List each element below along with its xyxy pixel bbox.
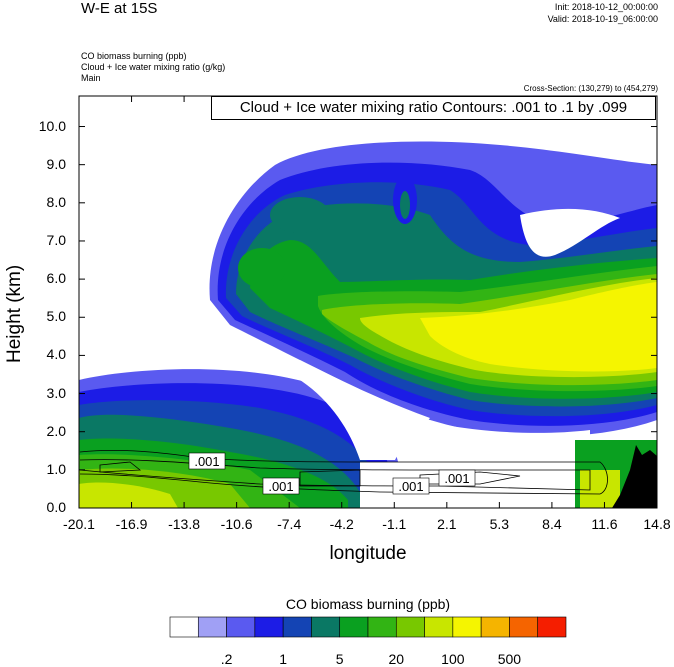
contour-label-box-4 <box>438 469 476 487</box>
gap-white-2 <box>440 424 590 470</box>
x-tick-label: 11.6 <box>591 516 618 532</box>
colorbar-title: CO biomass burning (ppb) <box>285 596 451 612</box>
colorbar-label: 500 <box>497 651 522 667</box>
blob-teal-2 <box>400 191 410 219</box>
y-tick-label: 2.0 <box>46 422 66 439</box>
x-tick-label: 5.3 <box>489 516 510 532</box>
x-tick-label: -20.1 <box>63 516 95 532</box>
colorbar-swatch <box>197 616 227 638</box>
x-tick-label: -7.4 <box>277 516 302 532</box>
y-tick-label: 10.0 <box>38 117 66 134</box>
colorbar-label: .2 <box>220 651 233 667</box>
page-title: W-E at 15S <box>81 0 158 17</box>
contour-info-box: Cloud + Ice water mixing ratio Contours:… <box>211 96 656 120</box>
colorbar-swatch <box>367 616 397 638</box>
colorbar-label: 5 <box>335 651 344 667</box>
y-tick-label: 5.0 <box>46 308 66 325</box>
contour-label-box-1 <box>188 452 226 470</box>
gap-white-1 <box>520 208 620 257</box>
colorbar-swatch <box>311 616 341 638</box>
bl-yellow-right <box>580 470 620 508</box>
blob-teal-1 <box>270 197 330 233</box>
x-tick-label: -13.8 <box>168 516 201 532</box>
cross-section-label: Cross-Section: (130,279) to (454,279) <box>523 84 658 93</box>
colorbar-swatch <box>169 616 199 638</box>
x-tick-label: -16.9 <box>115 516 148 532</box>
colorbar <box>169 616 567 638</box>
y-tick-label: 8.0 <box>46 193 66 210</box>
colorbar-swatch <box>424 616 454 638</box>
y-tick-label: 4.0 <box>46 346 66 363</box>
colorbar-swatch <box>509 616 539 638</box>
x-tick-label: -10.6 <box>220 516 253 532</box>
plot-area: .001 .001 .001 .001 <box>79 96 657 508</box>
plume-up-9 <box>420 282 657 372</box>
colorbar-swatch <box>452 616 482 638</box>
colorbar-swatch <box>339 616 369 638</box>
colorbar-label: 20 <box>388 651 405 667</box>
contour-label-3: .001 <box>398 479 423 494</box>
y-tick-label: 6.0 <box>46 270 66 287</box>
field2-label: Cloud + Ice water mixing ratio (g/kg) <box>81 62 226 72</box>
init-time: Init: 2018-10-12_00:00:00 <box>554 2 658 12</box>
colorbar-swatch <box>395 616 425 638</box>
colorbar-swatch <box>282 616 312 638</box>
x-tick-label: 8.4 <box>542 516 562 532</box>
colorbar-label: 1 <box>279 651 288 667</box>
y-tick-label: 0.0 <box>46 499 66 515</box>
field1-label: CO biomass burning (ppb) <box>81 51 187 61</box>
axis-ticks <box>78 96 658 509</box>
contour-label-2: .001 <box>268 479 293 494</box>
x-tick-label: 14.8 <box>643 516 671 532</box>
colorbar-swatch <box>537 616 567 638</box>
contour-label-box-2 <box>262 477 300 495</box>
x-tick-label: -4.2 <box>329 516 354 532</box>
blob-green-1 <box>238 248 286 288</box>
colorbar-label: 100 <box>441 651 465 667</box>
plume-low-8 <box>79 482 178 508</box>
y-tick-label: 1.0 <box>46 460 66 477</box>
valid-time: Valid: 2018-10-19_06:00:00 <box>547 14 658 24</box>
contour-label-1: .001 <box>194 454 219 469</box>
y-tick-label: 7.0 <box>46 231 66 248</box>
contour-labels: .001 .001 .001 .001 <box>188 452 476 495</box>
x-axis-label: longitude <box>329 543 407 564</box>
contour-label-box-3 <box>392 477 430 495</box>
y-tick-label: 3.0 <box>46 384 66 401</box>
contour-label-4: .001 <box>444 471 469 486</box>
colorbar-swatch <box>480 616 510 638</box>
x-tick-label: 2.1 <box>437 516 457 532</box>
colorbar-swatch <box>254 616 284 638</box>
gap-white-3 <box>300 360 430 460</box>
field3-label: Main <box>81 73 101 83</box>
y-tick-label: 9.0 <box>46 155 66 172</box>
x-tick-label: -1.1 <box>382 516 407 532</box>
colorbar-swatch <box>226 616 256 638</box>
terrain <box>612 445 657 508</box>
